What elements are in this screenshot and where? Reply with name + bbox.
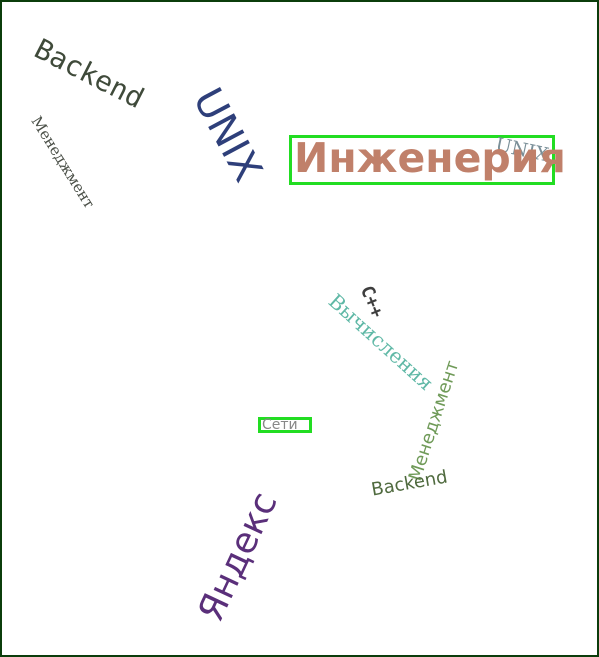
word-unix-large: UNIX	[183, 80, 271, 190]
word-yandex: Яндекс	[190, 485, 286, 628]
word-backend-bottom: Backend	[369, 466, 450, 501]
highlight-box-inzheneriya	[289, 135, 555, 185]
highlight-box-seti	[258, 417, 312, 433]
word-seti: Сети	[262, 417, 298, 433]
word-inzheneriya: Инженерия	[294, 134, 566, 182]
word-menedzhment-left: Менеджмент	[27, 112, 99, 212]
word-backend-top: Backend	[29, 32, 150, 116]
